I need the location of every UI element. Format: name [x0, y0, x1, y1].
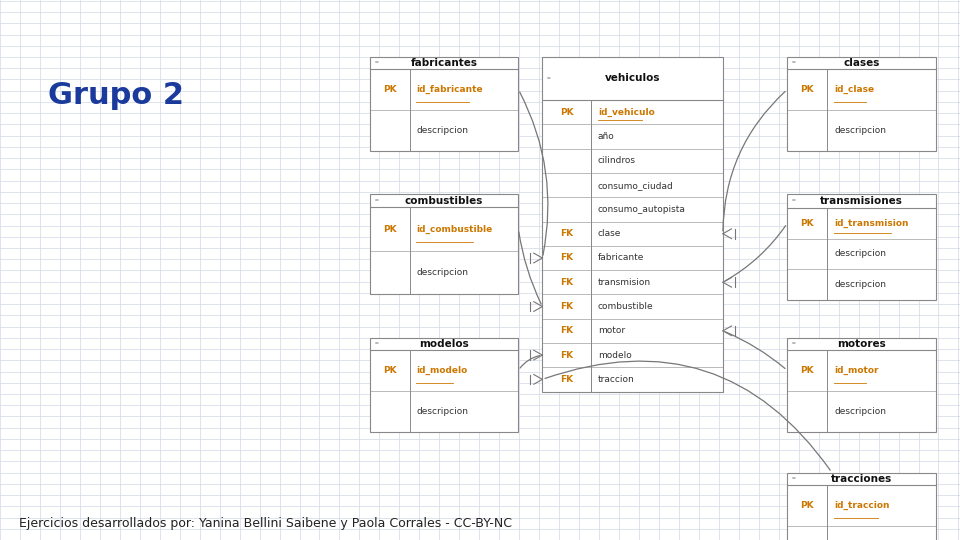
Text: Ejercicios desarrollados por: Yanina Bellini Saibene y Paola Corrales - CC-BY-NC: Ejercicios desarrollados por: Yanina Bel… [19, 517, 513, 530]
Text: PK: PK [801, 366, 814, 375]
Text: id_transmision: id_transmision [834, 219, 908, 228]
Text: fabricantes: fabricantes [411, 58, 477, 68]
Text: id_fabricante: id_fabricante [417, 85, 483, 94]
Bar [787, 57, 936, 151]
Text: modelo: modelo [598, 350, 632, 360]
Text: id_vehiculo: id_vehiculo [598, 108, 655, 117]
Text: FK: FK [561, 278, 573, 287]
Text: traccion: traccion [598, 375, 635, 384]
Text: transmision: transmision [598, 278, 651, 287]
Text: id_motor: id_motor [834, 366, 878, 375]
Text: PK: PK [383, 366, 396, 375]
Text: descripcion: descripcion [834, 249, 886, 259]
Text: =: = [374, 198, 378, 204]
Bar [787, 472, 936, 540]
Text: descripcion: descripcion [834, 126, 886, 135]
Bar [370, 194, 518, 294]
Text: año: año [598, 132, 614, 141]
Text: descripcion: descripcion [417, 268, 468, 277]
Text: consumo_ciudad: consumo_ciudad [598, 181, 674, 190]
Text: FK: FK [561, 253, 573, 262]
Text: =: = [792, 476, 796, 481]
Text: motores: motores [837, 339, 886, 349]
Bar [787, 194, 936, 300]
Text: vehiculos: vehiculos [605, 73, 660, 84]
Text: descripcion: descripcion [834, 280, 886, 289]
Text: transmisiones: transmisiones [820, 196, 903, 206]
Text: combustible: combustible [598, 302, 654, 311]
Bar [787, 338, 936, 432]
Text: FK: FK [561, 229, 573, 238]
Text: FK: FK [561, 375, 573, 384]
Text: FK: FK [561, 326, 573, 335]
Text: cilindros: cilindros [598, 157, 636, 165]
Text: =: = [792, 341, 796, 346]
Text: PK: PK [801, 219, 814, 228]
Text: FK: FK [561, 350, 573, 360]
Text: descripcion: descripcion [417, 407, 468, 416]
Text: descripcion: descripcion [417, 126, 468, 135]
Text: PK: PK [801, 85, 814, 94]
Text: =: = [547, 76, 551, 81]
Text: consumo_autopista: consumo_autopista [598, 205, 685, 214]
Text: PK: PK [383, 85, 396, 94]
Text: Grupo 2: Grupo 2 [48, 81, 184, 110]
Text: PK: PK [801, 501, 814, 510]
Text: PK: PK [560, 108, 573, 117]
Text: id_combustible: id_combustible [417, 225, 492, 234]
Text: PK: PK [383, 225, 396, 234]
Text: =: = [792, 60, 796, 65]
Text: descripcion: descripcion [834, 407, 886, 416]
Text: FK: FK [561, 302, 573, 311]
Text: =: = [374, 341, 378, 346]
Text: id_modelo: id_modelo [417, 366, 468, 375]
Text: =: = [374, 60, 378, 65]
Text: combustibles: combustibles [405, 196, 483, 206]
Text: clase: clase [598, 229, 621, 238]
Text: id_clase: id_clase [834, 85, 875, 94]
Bar [370, 338, 518, 432]
Text: clases: clases [844, 58, 879, 68]
Text: tracciones: tracciones [831, 474, 892, 484]
Bar [542, 57, 723, 392]
Text: fabricante: fabricante [598, 253, 644, 262]
Bar [370, 57, 518, 151]
Text: motor: motor [598, 326, 625, 335]
Text: id_traccion: id_traccion [834, 501, 890, 510]
Text: modelos: modelos [420, 339, 468, 349]
Text: =: = [792, 199, 796, 204]
